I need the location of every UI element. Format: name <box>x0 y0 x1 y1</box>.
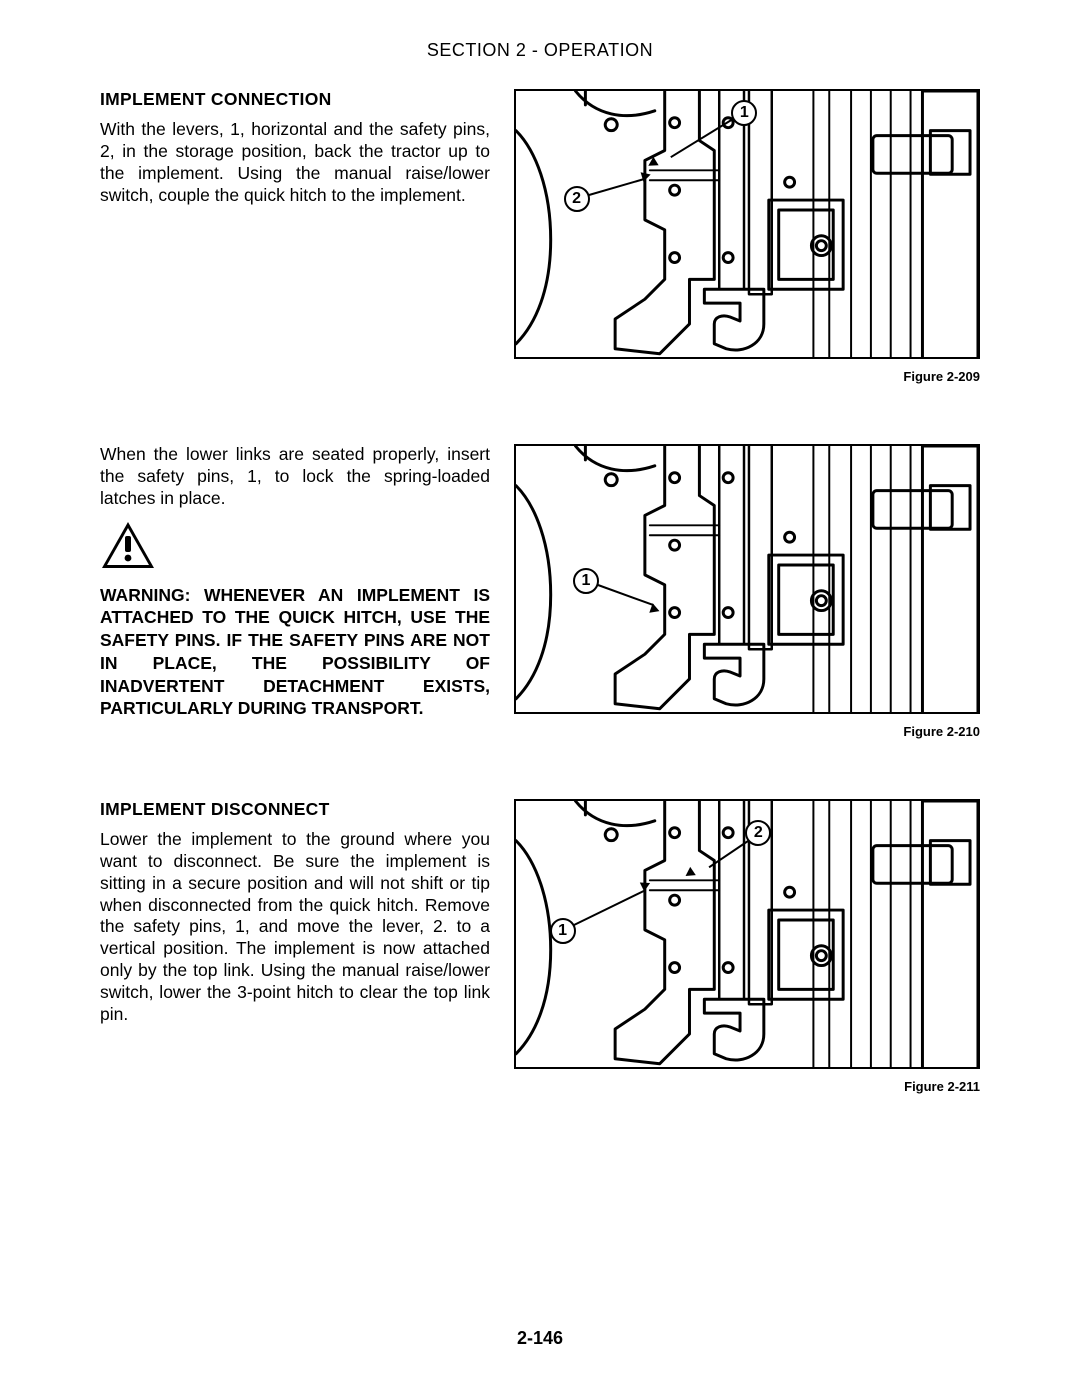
heading-implement-connection: IMPLEMENT CONNECTION <box>100 89 490 111</box>
paragraph: When the lower links are seated properly… <box>100 444 490 510</box>
warning-icon <box>100 520 490 576</box>
figure-caption: Figure 2-209 <box>903 369 980 384</box>
text-column: When the lower links are seated properly… <box>100 444 490 739</box>
figure-column: 12 Figure 2-209 <box>514 89 980 384</box>
figure-2-210: 1 <box>514 444 980 714</box>
figure-2-211: 21 <box>514 799 980 1069</box>
callout-1: 1 <box>731 100 757 126</box>
callout-1: 1 <box>573 568 599 594</box>
figure-caption: Figure 2-210 <box>903 724 980 739</box>
figure-column: 21 Figure 2-211 <box>514 799 980 1094</box>
content-block-2: When the lower links are seated properly… <box>100 444 980 739</box>
paragraph: Lower the implement to the ground where … <box>100 829 490 1026</box>
warning-text: WARNING: WHENEVER AN IMPLEMENT IS ATTACH… <box>100 584 490 721</box>
callout-1: 1 <box>550 918 576 944</box>
figure-column: 1 Figure 2-210 <box>514 444 980 739</box>
heading-implement-disconnect: IMPLEMENT DISCONNECT <box>100 799 490 821</box>
content-block-1: IMPLEMENT CONNECTION With the levers, 1,… <box>100 89 980 384</box>
section-header: SECTION 2 - OPERATION <box>100 40 980 61</box>
page-number: 2-146 <box>0 1328 1080 1349</box>
paragraph: With the levers, 1, horizontal and the s… <box>100 119 490 207</box>
figure-2-209: 12 <box>514 89 980 359</box>
callout-2: 2 <box>564 186 590 212</box>
figure-caption: Figure 2-211 <box>904 1079 980 1094</box>
text-column: IMPLEMENT CONNECTION With the levers, 1,… <box>100 89 490 384</box>
text-column: IMPLEMENT DISCONNECT Lower the implement… <box>100 799 490 1094</box>
content-block-3: IMPLEMENT DISCONNECT Lower the implement… <box>100 799 980 1094</box>
